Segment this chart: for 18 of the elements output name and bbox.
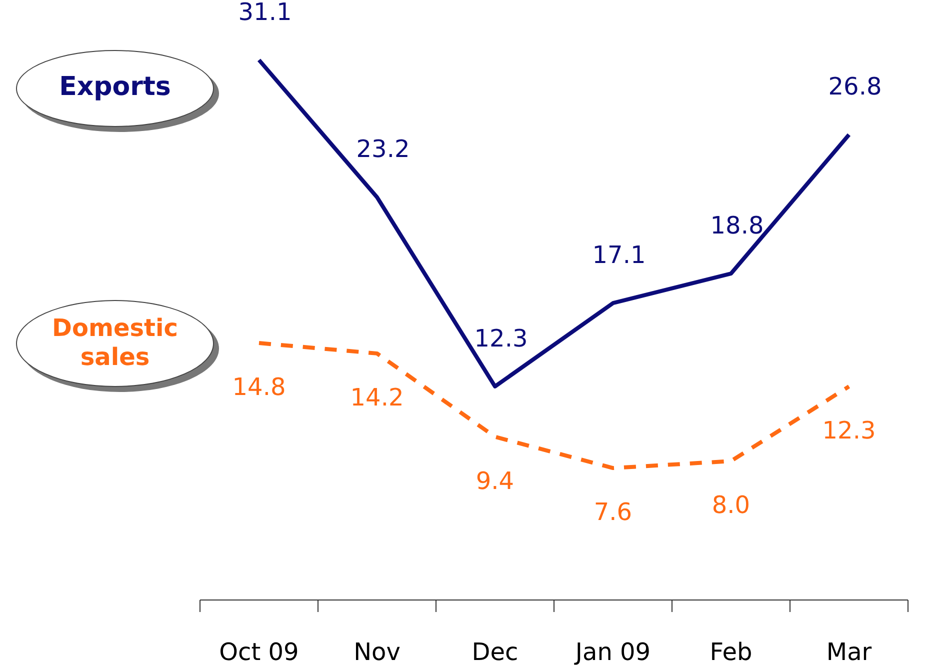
data-label: 14.8	[232, 373, 286, 402]
data-label: 7.6	[594, 498, 632, 526]
data-label: 8.0	[712, 491, 750, 520]
data-label: 26.8	[828, 72, 882, 101]
data-label: 23.2	[356, 135, 410, 164]
x-tick-label: Dec	[472, 638, 518, 666]
x-tick-label: Mar	[826, 638, 872, 666]
data-label: 14.2	[350, 383, 404, 412]
data-label: 17.1	[592, 241, 646, 270]
data-label: 12.3	[822, 416, 876, 444]
x-tick-label: Jan 09	[573, 638, 651, 666]
data-label: 18.8	[710, 212, 764, 240]
data-label: 31.1	[238, 0, 292, 26]
x-tick-label: Oct 09	[219, 638, 299, 666]
data-label: 9.4	[476, 466, 514, 495]
x-tick-label: Nov	[354, 638, 400, 666]
x-tick-label: Feb	[710, 638, 752, 666]
data-label: 12.3	[474, 324, 528, 352]
